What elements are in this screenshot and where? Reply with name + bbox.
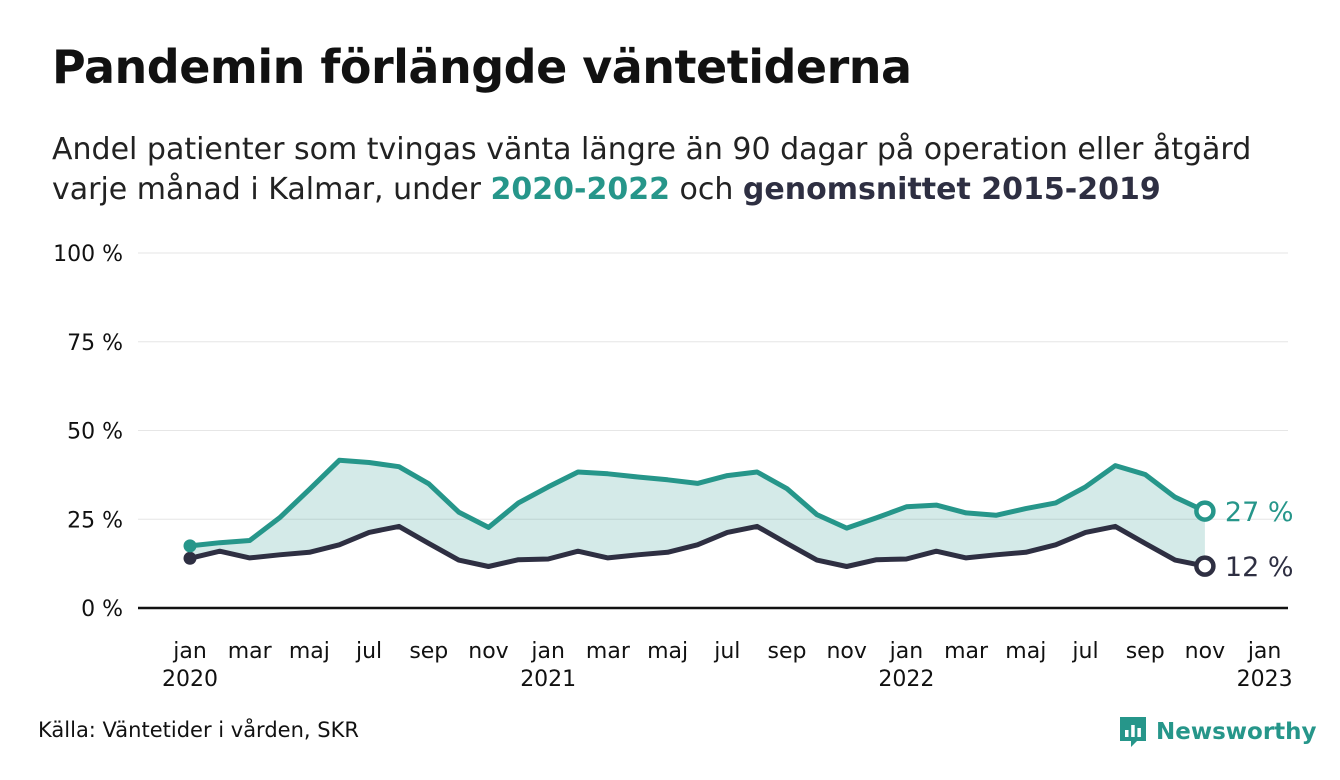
- chart-subtitle: Andel patienter som tvingas vänta längre…: [52, 130, 1340, 220]
- series-end-label: 12 %: [1225, 552, 1294, 583]
- brand-name: Newsworthy: [1156, 719, 1317, 745]
- x-tick-label: sep: [1126, 639, 1165, 664]
- x-tick-label: maj: [647, 639, 688, 664]
- x-tick-label: jan: [530, 639, 565, 664]
- x-tick-label: jan: [1247, 639, 1282, 664]
- x-tick-year-label: 2021: [520, 667, 576, 692]
- x-tick-label: mar: [228, 639, 273, 664]
- series-start-point: [183, 551, 197, 565]
- y-tick-label: 75 %: [67, 331, 123, 356]
- x-tick-label: jan: [172, 639, 207, 664]
- series-line-2020-2022: [187, 457, 1208, 549]
- chart-title: Pandemin förlängde väntetiderna: [52, 40, 912, 94]
- x-tick-label: mar: [586, 639, 631, 664]
- x-tick-label: sep: [409, 639, 448, 664]
- subtitle-prefix: varje månad i Kalmar, under: [52, 172, 491, 207]
- series-start-point: [183, 539, 197, 553]
- x-tick-label: jul: [713, 639, 740, 664]
- x-tick-label: sep: [768, 639, 807, 664]
- subtitle-highlight-average: genomsnittet 2015-2019: [742, 172, 1161, 207]
- x-tick-year-label: 2023: [1237, 667, 1293, 692]
- series-end-point: [1194, 555, 1216, 577]
- x-tick-label: jul: [1071, 639, 1098, 664]
- y-tick-label: 50 %: [67, 420, 123, 445]
- x-tick-label: jul: [355, 639, 382, 664]
- x-tick-label: mar: [944, 639, 989, 664]
- series-end-label: 27 %: [1225, 497, 1294, 528]
- y-tick-label: 100 %: [53, 242, 123, 267]
- subtitle-connector: och: [669, 172, 743, 207]
- y-tick-label: 0 %: [81, 597, 123, 622]
- x-tick-label: maj: [1005, 639, 1046, 664]
- source-note: Källa: Väntetider i vården, SKR: [38, 718, 359, 742]
- subtitle-highlight-2020-2022: 2020-2022: [490, 172, 670, 207]
- x-tick-label: nov: [468, 639, 508, 664]
- x-tick-label: maj: [289, 639, 330, 664]
- x-tick-year-label: 2020: [162, 667, 218, 692]
- x-tick-label: nov: [826, 639, 866, 664]
- newsworthy-logo: Newsworthy: [1118, 713, 1317, 751]
- x-tick-year-label: 2022: [878, 667, 934, 692]
- series-line-average-2015-2019: [187, 523, 1208, 569]
- subtitle-line-2: varje månad i Kalmar, under 2020-2022 oc…: [52, 170, 1340, 210]
- x-tick-label: nov: [1185, 639, 1225, 664]
- newsworthy-logo-icon: [1120, 717, 1146, 747]
- series-end-point: [1194, 500, 1216, 522]
- y-tick-label: 25 %: [67, 508, 123, 533]
- subtitle-line-1: Andel patienter som tvingas vänta längre…: [52, 132, 1252, 167]
- x-tick-label: jan: [889, 639, 924, 664]
- difference-area: [190, 460, 1205, 567]
